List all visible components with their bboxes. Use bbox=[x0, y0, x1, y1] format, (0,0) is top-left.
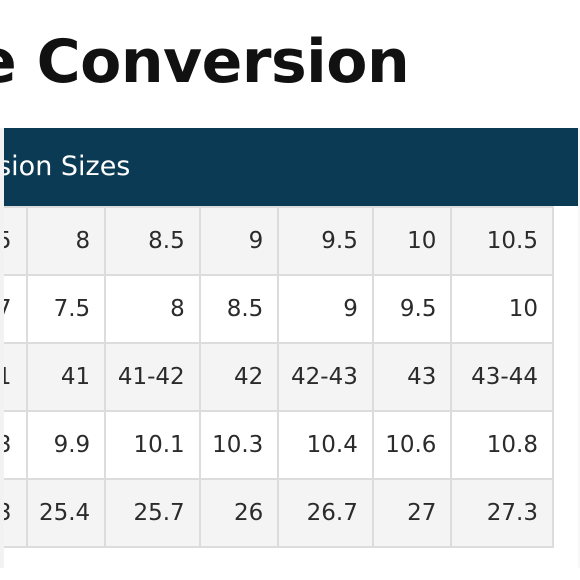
table-cell: 10.8 bbox=[450, 410, 554, 480]
table-cell: 9 bbox=[277, 274, 374, 344]
table-cell: 42-43 bbox=[277, 342, 374, 412]
table-cell: 9 bbox=[198, 206, 280, 276]
table-row: 5 8 8.5 9 9.5 10 10.5 bbox=[4, 206, 554, 276]
table-cell: 10.1 bbox=[104, 410, 201, 480]
table-cell: 10.3 bbox=[198, 410, 280, 480]
table-cell: 3 bbox=[4, 478, 28, 548]
table-cell: 43-44 bbox=[450, 342, 554, 412]
table-cell: 9.9 bbox=[25, 410, 107, 480]
table-cell: 1 bbox=[4, 342, 28, 412]
size-table-body: 5 8 8.5 9 9.5 10 10.5 7 7.5 8 8.5 9 9.5 10 1 41 41-42 42 4… bbox=[4, 206, 554, 548]
table-cell: 3 bbox=[4, 410, 28, 480]
table-row: 1 41 41-42 42 42-43 43 43-44 bbox=[4, 342, 554, 412]
right-edge-strip bbox=[578, 128, 580, 568]
table-cell: 9.5 bbox=[371, 274, 453, 344]
size-table-wrapper: 5 8 8.5 9 9.5 10 10.5 7 7.5 8 8.5 9 9.5 10 1 41 41-42 42 4… bbox=[4, 206, 578, 568]
table-cell: 25.4 bbox=[25, 478, 107, 548]
table-row: 3 9.9 10.1 10.3 10.4 10.6 10.8 bbox=[4, 410, 554, 480]
table-cell: 26.7 bbox=[277, 478, 374, 548]
table-header-title: rsion Sizes bbox=[4, 151, 131, 182]
table-cell: 26 bbox=[198, 478, 280, 548]
table-cell: 7.5 bbox=[25, 274, 107, 344]
table-cell: 10.6 bbox=[371, 410, 453, 480]
size-conversion-table: 5 8 8.5 9 9.5 10 10.5 7 7.5 8 8.5 9 9.5 10 1 41 41-42 42 4… bbox=[4, 206, 554, 548]
table-cell: 8.5 bbox=[198, 274, 280, 344]
page-title: e Conversion bbox=[0, 27, 410, 97]
table-cell: 10.5 bbox=[450, 206, 554, 276]
table-cell: 42 bbox=[198, 342, 280, 412]
table-cell: 8.5 bbox=[104, 206, 201, 276]
table-cell: 43 bbox=[371, 342, 453, 412]
left-edge-strip bbox=[0, 128, 4, 568]
table-cell: 8 bbox=[104, 274, 201, 344]
table-cell: 7 bbox=[4, 274, 28, 344]
table-cell: 8 bbox=[25, 206, 107, 276]
page-title-container: e Conversion bbox=[0, 22, 580, 102]
table-row: 7 7.5 8 8.5 9 9.5 10 bbox=[4, 274, 554, 344]
table-cell: 10.4 bbox=[277, 410, 374, 480]
table-cell: 10 bbox=[371, 206, 453, 276]
table-cell: 25.7 bbox=[104, 478, 201, 548]
table-cell: 41 bbox=[25, 342, 107, 412]
table-header-bar: rsion Sizes bbox=[4, 128, 580, 206]
table-row: 3 25.4 25.7 26 26.7 27 27.3 bbox=[4, 478, 554, 548]
table-cell: 10 bbox=[450, 274, 554, 344]
table-cell: 5 bbox=[4, 206, 28, 276]
table-cell: 27 bbox=[371, 478, 453, 548]
table-cell: 9.5 bbox=[277, 206, 374, 276]
table-cell: 41-42 bbox=[104, 342, 201, 412]
table-cell: 27.3 bbox=[450, 478, 554, 548]
